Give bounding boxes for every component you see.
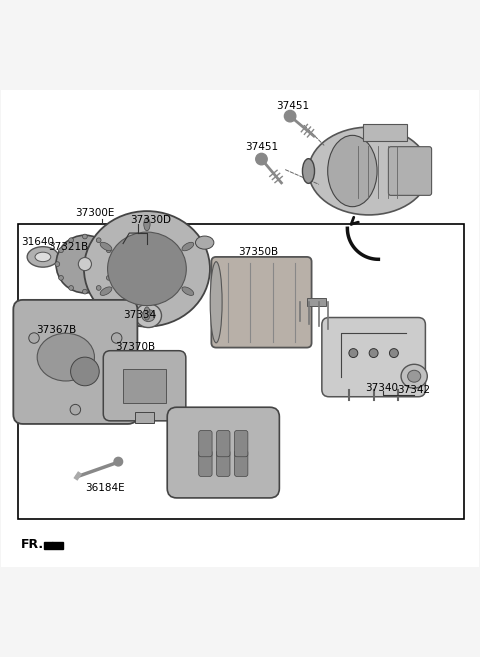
Ellipse shape xyxy=(70,404,81,415)
Ellipse shape xyxy=(195,236,214,249)
Ellipse shape xyxy=(27,246,59,267)
Ellipse shape xyxy=(69,286,73,290)
FancyBboxPatch shape xyxy=(135,412,154,423)
FancyBboxPatch shape xyxy=(388,147,432,195)
Text: 37340: 37340 xyxy=(365,382,398,392)
FancyBboxPatch shape xyxy=(123,369,166,403)
Ellipse shape xyxy=(35,252,51,261)
FancyBboxPatch shape xyxy=(216,450,230,476)
Ellipse shape xyxy=(302,159,314,183)
Ellipse shape xyxy=(110,261,115,267)
Text: 37342: 37342 xyxy=(397,385,431,395)
FancyBboxPatch shape xyxy=(103,351,186,421)
FancyBboxPatch shape xyxy=(199,450,212,476)
Ellipse shape xyxy=(389,349,398,357)
Text: 37330D: 37330D xyxy=(130,215,171,225)
Ellipse shape xyxy=(182,287,194,296)
FancyBboxPatch shape xyxy=(211,257,312,348)
Ellipse shape xyxy=(369,349,378,357)
FancyBboxPatch shape xyxy=(322,317,425,397)
FancyBboxPatch shape xyxy=(167,407,279,498)
Ellipse shape xyxy=(349,349,358,357)
Ellipse shape xyxy=(210,261,222,343)
FancyBboxPatch shape xyxy=(18,223,464,520)
Text: 36184E: 36184E xyxy=(85,483,124,493)
Ellipse shape xyxy=(111,333,122,344)
Ellipse shape xyxy=(78,258,92,271)
FancyBboxPatch shape xyxy=(199,430,212,457)
Text: 37451: 37451 xyxy=(245,141,278,152)
Ellipse shape xyxy=(107,275,111,281)
Ellipse shape xyxy=(408,371,421,382)
Ellipse shape xyxy=(84,211,210,327)
Text: FR.: FR. xyxy=(21,538,44,551)
Ellipse shape xyxy=(96,238,101,242)
Ellipse shape xyxy=(144,217,150,231)
Ellipse shape xyxy=(108,232,186,306)
Text: 37370B: 37370B xyxy=(115,342,155,352)
Ellipse shape xyxy=(59,275,63,281)
Ellipse shape xyxy=(401,364,427,388)
FancyBboxPatch shape xyxy=(307,298,326,306)
Circle shape xyxy=(256,153,267,165)
Ellipse shape xyxy=(83,234,87,239)
FancyBboxPatch shape xyxy=(13,300,137,424)
Ellipse shape xyxy=(100,287,112,296)
Ellipse shape xyxy=(29,333,39,344)
Circle shape xyxy=(114,457,122,466)
FancyBboxPatch shape xyxy=(363,124,407,141)
Ellipse shape xyxy=(55,261,60,267)
Ellipse shape xyxy=(83,289,87,294)
Text: 31640: 31640 xyxy=(22,237,54,247)
Text: 37367B: 37367B xyxy=(36,325,76,335)
FancyBboxPatch shape xyxy=(216,430,230,457)
Text: 37321B: 37321B xyxy=(48,242,88,252)
Ellipse shape xyxy=(328,135,377,207)
Ellipse shape xyxy=(182,242,194,251)
Ellipse shape xyxy=(142,309,155,321)
Text: 37451: 37451 xyxy=(276,101,309,111)
Circle shape xyxy=(284,110,296,122)
Text: 37300E: 37300E xyxy=(75,208,115,218)
Ellipse shape xyxy=(107,248,111,253)
Ellipse shape xyxy=(100,242,112,251)
Ellipse shape xyxy=(71,357,99,386)
Ellipse shape xyxy=(144,307,150,320)
FancyBboxPatch shape xyxy=(235,450,248,476)
Ellipse shape xyxy=(69,238,73,242)
Polygon shape xyxy=(44,542,63,549)
Ellipse shape xyxy=(56,235,114,293)
Ellipse shape xyxy=(96,286,101,290)
Ellipse shape xyxy=(59,248,63,253)
FancyBboxPatch shape xyxy=(235,430,248,457)
Ellipse shape xyxy=(37,333,95,381)
Ellipse shape xyxy=(135,304,161,328)
Text: 37350B: 37350B xyxy=(239,246,279,256)
Text: 37334: 37334 xyxy=(123,310,156,320)
Ellipse shape xyxy=(309,127,429,215)
